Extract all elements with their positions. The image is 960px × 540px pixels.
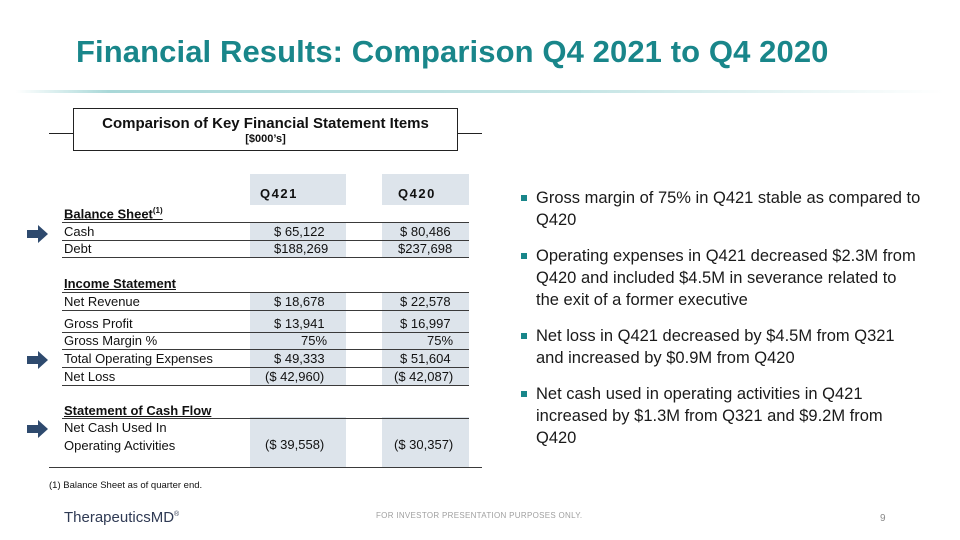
q420-income-shade — [382, 292, 469, 386]
cashflow-header-line — [62, 418, 469, 419]
table-cell-q420: ($ 42,087) — [394, 369, 454, 384]
table-cell-q421: $ 49,333 — [274, 351, 325, 366]
row-divider — [62, 332, 469, 333]
bullet-item: Gross margin of 75% in Q421 stable as co… — [521, 187, 921, 231]
table-cell-q421: ($ 39,558) — [265, 437, 325, 452]
slide-title: Financial Results: Comparison Q4 2021 to… — [76, 34, 829, 69]
table-cell-q421: 75% — [301, 333, 328, 348]
table-row-label: Gross Margin % — [64, 333, 158, 348]
box-left-line — [49, 133, 75, 134]
row-divider — [62, 310, 469, 311]
table-cell-q421: $ 65,122 — [274, 224, 325, 239]
table-row-label: Gross Profit — [64, 316, 133, 331]
bullet-item: Net loss in Q421 decreased by $4.5M from… — [521, 325, 921, 369]
cash-flow-heading: Statement of Cash Flow — [64, 403, 212, 418]
bullet-item: Operating expenses in Q421 decreased $2.… — [521, 245, 921, 311]
table-title: Comparison of Key Financial Statement It… — [102, 115, 429, 132]
logo-text: TherapeuticsMD — [64, 509, 175, 526]
row-divider — [62, 257, 469, 258]
table-row-label: Net Loss — [64, 369, 116, 384]
table-bottom-line — [49, 467, 482, 468]
balance-sheet-footnote-ref: (1) — [152, 206, 163, 215]
table-cell-q420: $ 22,578 — [400, 294, 451, 309]
q421-income-shade — [250, 292, 346, 386]
table-cell-q421: $188,269 — [274, 241, 329, 256]
table-unit: [$000’s] — [245, 133, 286, 145]
bullet-text: Net loss in Q421 decreased by $4.5M from… — [536, 327, 895, 367]
bullet-text: Operating expenses in Q421 decreased $2.… — [536, 247, 916, 309]
bullet-text: Net cash used in operating activities in… — [536, 385, 883, 447]
company-logo: TherapeuticsMD® — [64, 509, 179, 526]
table-cell-q420: 75% — [427, 333, 454, 348]
table-row-label: Net Revenue — [64, 294, 140, 309]
balance-header-line — [62, 222, 469, 223]
box-right-line — [457, 133, 482, 134]
q420-header-shade — [382, 174, 469, 205]
table-row-label: Cash — [64, 224, 95, 239]
bullet-square-icon — [521, 253, 527, 259]
cash-arrow-icon — [27, 224, 49, 244]
bullet-item: Net cash used in operating activities in… — [521, 383, 921, 449]
table-row-label-line2: Operating Activities — [64, 438, 176, 453]
q421-cashflow-shade — [250, 417, 346, 467]
bullet-square-icon — [521, 195, 527, 201]
opex-arrow-icon — [27, 350, 49, 370]
table-cell-q420: $ 16,997 — [400, 316, 451, 331]
table-cell-q421: $ 13,941 — [274, 316, 325, 331]
title-divider — [16, 90, 944, 93]
bullet-text: Gross margin of 75% in Q421 stable as co… — [536, 189, 921, 229]
table-row-label: Total Operating Expenses — [64, 351, 213, 366]
q420-cashflow-shade — [382, 417, 469, 467]
q420-column-header: Q420 — [398, 186, 436, 201]
table-row-label: Debt — [64, 241, 92, 256]
q421-header-shade — [250, 174, 346, 205]
income-header-line — [62, 292, 469, 293]
row-divider — [62, 385, 469, 386]
cash-used-arrow-icon — [27, 419, 49, 439]
row-divider — [62, 367, 469, 368]
table-title-box: Comparison of Key Financial Statement It… — [73, 108, 458, 151]
table-cell-q421: $ 18,678 — [274, 294, 325, 309]
footer-disclaimer: FOR INVESTOR PRESENTATION PURPOSES ONLY. — [376, 511, 583, 520]
balance-sheet-heading: Balance Sheet(1) — [64, 206, 163, 221]
table-footnote: (1) Balance Sheet as of quarter end. — [49, 480, 203, 491]
table-cell-q420: $ 51,604 — [400, 351, 451, 366]
page-number: 9 — [880, 513, 886, 524]
bullet-square-icon — [521, 391, 527, 397]
balance-sheet-heading-text: Balance Sheet — [64, 206, 153, 222]
bullet-square-icon — [521, 333, 527, 339]
row-divider — [62, 240, 469, 241]
income-statement-heading: Income Statement — [64, 276, 176, 291]
table-cell-q420: ($ 30,357) — [394, 437, 454, 452]
q421-column-header: Q421 — [260, 186, 298, 201]
row-divider — [62, 349, 469, 350]
table-cell-q420: $237,698 — [398, 241, 453, 256]
table-cell-q421: ($ 42,960) — [265, 369, 325, 384]
bullet-list: Gross margin of 75% in Q421 stable as co… — [521, 187, 921, 463]
table-row-label-line1: Net Cash Used In — [64, 420, 167, 435]
logo-registered-mark: ® — [174, 511, 180, 518]
table-cell-q420: $ 80,486 — [400, 224, 451, 239]
